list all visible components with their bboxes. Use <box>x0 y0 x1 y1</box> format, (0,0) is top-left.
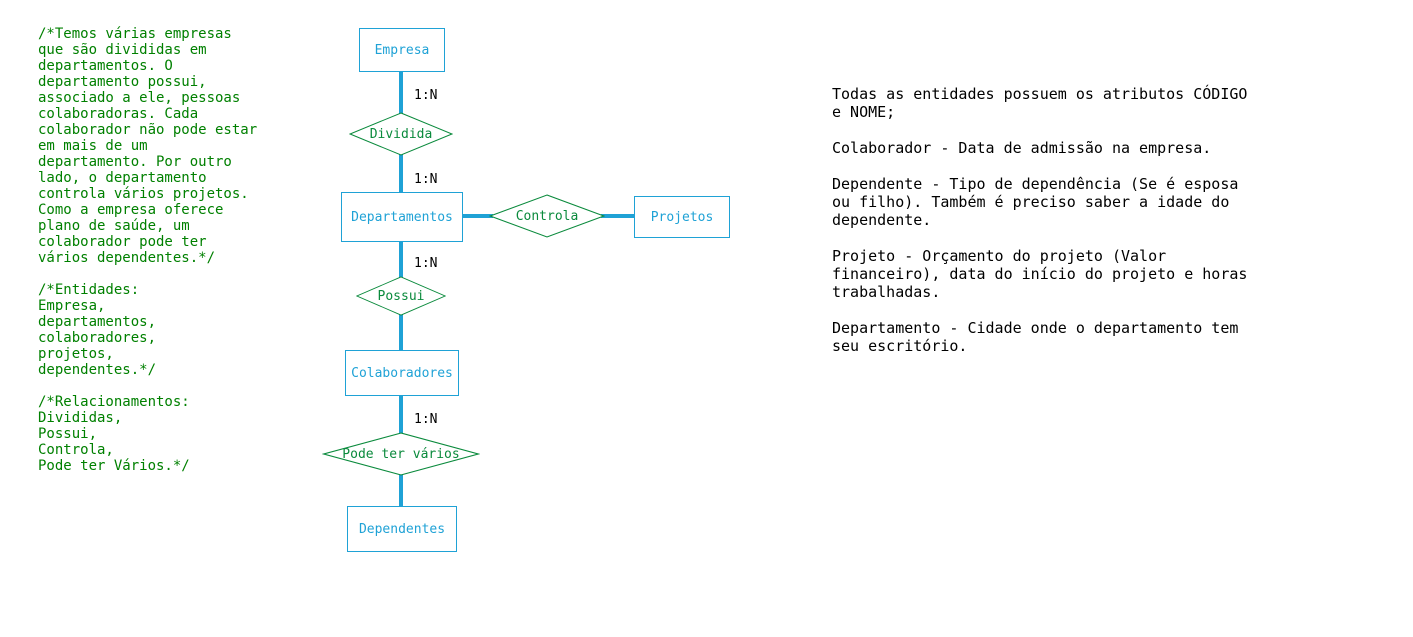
cardinality-2: 1:N <box>414 256 437 271</box>
relationship-pode-ter-label: Pode ter vários <box>342 447 459 462</box>
edge-controla-projetos <box>601 214 636 218</box>
relationship-dividida-label: Dividida <box>370 127 433 142</box>
entity-departamentos-label: Departamentos <box>351 210 453 225</box>
edge-dividida-departamentos <box>399 154 403 194</box>
entity-dependentes-label: Dependentes <box>359 522 445 537</box>
edge-empresa-dividida <box>399 70 403 114</box>
cardinality-3: 1:N <box>414 412 437 427</box>
entity-empresa: Empresa <box>359 28 445 72</box>
relationship-controla: Controla <box>489 194 605 238</box>
edge-colaboradores-podeter <box>399 394 403 434</box>
entity-colaboradores-label: Colaboradores <box>351 366 453 381</box>
entity-departamentos: Departamentos <box>341 192 463 242</box>
edge-possui-colaboradores <box>399 314 403 352</box>
attributes-description: Todas as entidades possuem os atributos … <box>832 85 1262 355</box>
cardinality-0: 1:N <box>414 88 437 103</box>
cardinality-1: 1:N <box>414 172 437 187</box>
relationship-possui: Possui <box>356 276 446 316</box>
entity-projetos: Projetos <box>634 196 730 238</box>
entity-empresa-label: Empresa <box>375 43 430 58</box>
relationship-dividida: Dividida <box>349 112 453 156</box>
relationship-pode-ter: Pode ter vários <box>322 432 480 476</box>
comment-block-left: /*Temos várias empresas que são dividida… <box>38 26 258 474</box>
relationship-controla-label: Controla <box>516 209 579 224</box>
relationship-possui-label: Possui <box>378 289 425 304</box>
entity-colaboradores: Colaboradores <box>345 350 459 396</box>
edge-departamentos-possui <box>399 240 403 278</box>
entity-projetos-label: Projetos <box>651 210 714 225</box>
entity-dependentes: Dependentes <box>347 506 457 552</box>
edge-podeter-dependentes <box>399 474 403 508</box>
